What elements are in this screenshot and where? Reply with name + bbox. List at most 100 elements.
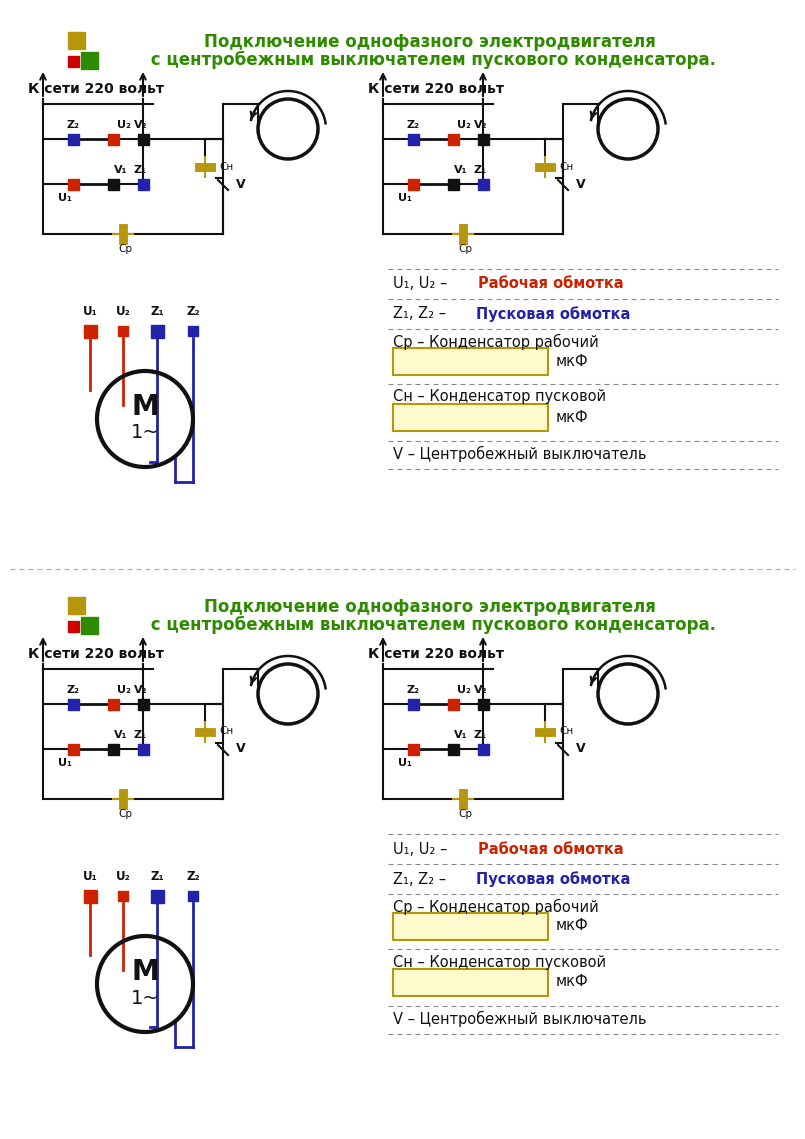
Text: Пусковая обмотка: Пусковая обмотка xyxy=(476,871,630,887)
Text: U₂: U₂ xyxy=(117,685,131,695)
Bar xyxy=(138,698,148,710)
FancyBboxPatch shape xyxy=(393,349,548,375)
Text: Рабочая обмотка: Рабочая обмотка xyxy=(478,277,624,292)
Text: Z₁: Z₁ xyxy=(151,305,163,318)
Text: V₁: V₁ xyxy=(114,165,127,175)
Text: Подключение однофазного электродвигателя: Подключение однофазного электродвигателя xyxy=(204,33,656,51)
Text: Z₂: Z₂ xyxy=(407,685,419,695)
Bar xyxy=(108,698,118,710)
Text: К сети 220 вольт: К сети 220 вольт xyxy=(368,647,504,661)
Bar xyxy=(68,597,85,614)
Text: M: M xyxy=(131,393,159,421)
Text: Z₂: Z₂ xyxy=(407,120,419,130)
Text: Cр: Cр xyxy=(118,244,132,254)
FancyBboxPatch shape xyxy=(393,969,548,995)
Text: Cн: Cн xyxy=(559,727,573,737)
Bar xyxy=(68,56,79,67)
Text: V – Центробежный выключатель: V – Центробежный выключатель xyxy=(393,1011,646,1027)
Text: мкФ: мкФ xyxy=(556,410,588,425)
Bar xyxy=(118,891,128,901)
Bar xyxy=(138,133,148,145)
Bar xyxy=(84,890,97,902)
Bar xyxy=(477,179,489,189)
Text: К сети 220 вольт: К сети 220 вольт xyxy=(28,647,164,661)
Text: Z₂: Z₂ xyxy=(186,305,200,318)
Bar xyxy=(68,621,79,632)
Text: V – Центробежный выключатель: V – Центробежный выключатель xyxy=(393,446,646,462)
Text: К сети 220 вольт: К сети 220 вольт xyxy=(368,82,504,96)
Text: V: V xyxy=(236,178,246,190)
Text: M: M xyxy=(131,958,159,986)
Text: Z₂: Z₂ xyxy=(186,870,200,883)
Text: Cн – Конденсатор пусковой: Cн – Конденсатор пусковой xyxy=(393,390,606,404)
Text: Cр: Cр xyxy=(458,244,472,254)
Text: Z₂: Z₂ xyxy=(67,120,80,130)
Text: U₂: U₂ xyxy=(457,685,471,695)
Text: Z₂: Z₂ xyxy=(67,685,80,695)
Bar xyxy=(448,179,459,189)
Bar xyxy=(448,698,459,710)
Bar xyxy=(81,617,98,634)
Text: Cн – Конденсатор пусковой: Cн – Конденсатор пусковой xyxy=(393,954,606,969)
Text: мкФ: мкФ xyxy=(556,353,588,369)
Bar xyxy=(151,890,163,902)
Bar xyxy=(138,744,148,754)
Text: с центробежным выключателем пускового конденсатора.: с центробежным выключателем пускового ко… xyxy=(145,51,716,69)
Bar xyxy=(68,133,79,145)
Text: Cр: Cр xyxy=(458,809,472,819)
FancyBboxPatch shape xyxy=(393,913,548,940)
Bar xyxy=(108,133,118,145)
Text: 1~: 1~ xyxy=(130,424,159,442)
Text: с центробежным выключателем пускового конденсатора.: с центробежным выключателем пускового ко… xyxy=(145,616,716,634)
Bar xyxy=(407,179,419,189)
Text: V₁: V₁ xyxy=(454,165,468,175)
Text: U₁: U₁ xyxy=(58,192,72,203)
Text: Cр – Конденсатор рабочий: Cр – Конденсатор рабочий xyxy=(393,334,599,350)
Text: Z₁: Z₁ xyxy=(473,165,486,175)
Text: U₂: U₂ xyxy=(117,120,131,130)
Text: Рабочая обмотка: Рабочая обмотка xyxy=(478,842,624,857)
Bar xyxy=(68,744,79,754)
Text: мкФ: мкФ xyxy=(556,918,588,934)
Bar xyxy=(448,744,459,754)
Text: U₁, U₂ –: U₁, U₂ – xyxy=(393,277,452,292)
Bar xyxy=(407,698,419,710)
Bar xyxy=(108,179,118,189)
Bar xyxy=(138,179,148,189)
Text: U₂: U₂ xyxy=(457,120,471,130)
Bar xyxy=(188,326,198,336)
Text: U₁, U₂ –: U₁, U₂ – xyxy=(393,842,452,857)
Text: Z₁: Z₁ xyxy=(134,165,147,175)
Text: Z₁, Z₂ –: Z₁, Z₂ – xyxy=(393,306,451,321)
Text: К сети 220 вольт: К сети 220 вольт xyxy=(28,82,164,96)
Text: 1~: 1~ xyxy=(130,989,159,1008)
Text: V: V xyxy=(576,743,585,755)
Bar xyxy=(477,698,489,710)
Text: V: V xyxy=(576,178,585,190)
Text: Пусковая обмотка: Пусковая обмотка xyxy=(476,306,630,322)
Text: Cн: Cн xyxy=(559,162,573,172)
Bar xyxy=(151,325,163,337)
Text: V₁: V₁ xyxy=(114,730,127,740)
Text: Подключение однофазного электродвигателя: Подключение однофазного электродвигателя xyxy=(204,598,656,616)
Text: Cн: Cн xyxy=(219,162,233,172)
Bar xyxy=(68,32,85,49)
Bar xyxy=(407,744,419,754)
Text: U₁: U₁ xyxy=(83,305,97,318)
Bar xyxy=(68,698,79,710)
Text: Z₁: Z₁ xyxy=(134,730,147,740)
Text: U₁: U₁ xyxy=(398,757,412,768)
Bar xyxy=(118,326,128,336)
Bar xyxy=(448,133,459,145)
Text: Cр – Конденсатор рабочий: Cр – Конденсатор рабочий xyxy=(393,899,599,915)
Bar xyxy=(84,325,97,337)
Bar xyxy=(477,133,489,145)
Text: U₂: U₂ xyxy=(116,870,130,883)
Bar xyxy=(477,744,489,754)
Text: U₂: U₂ xyxy=(116,305,130,318)
Bar xyxy=(188,891,198,901)
Text: Cр: Cр xyxy=(118,809,132,819)
FancyBboxPatch shape xyxy=(393,404,548,431)
Bar xyxy=(68,179,79,189)
Bar xyxy=(81,52,98,69)
